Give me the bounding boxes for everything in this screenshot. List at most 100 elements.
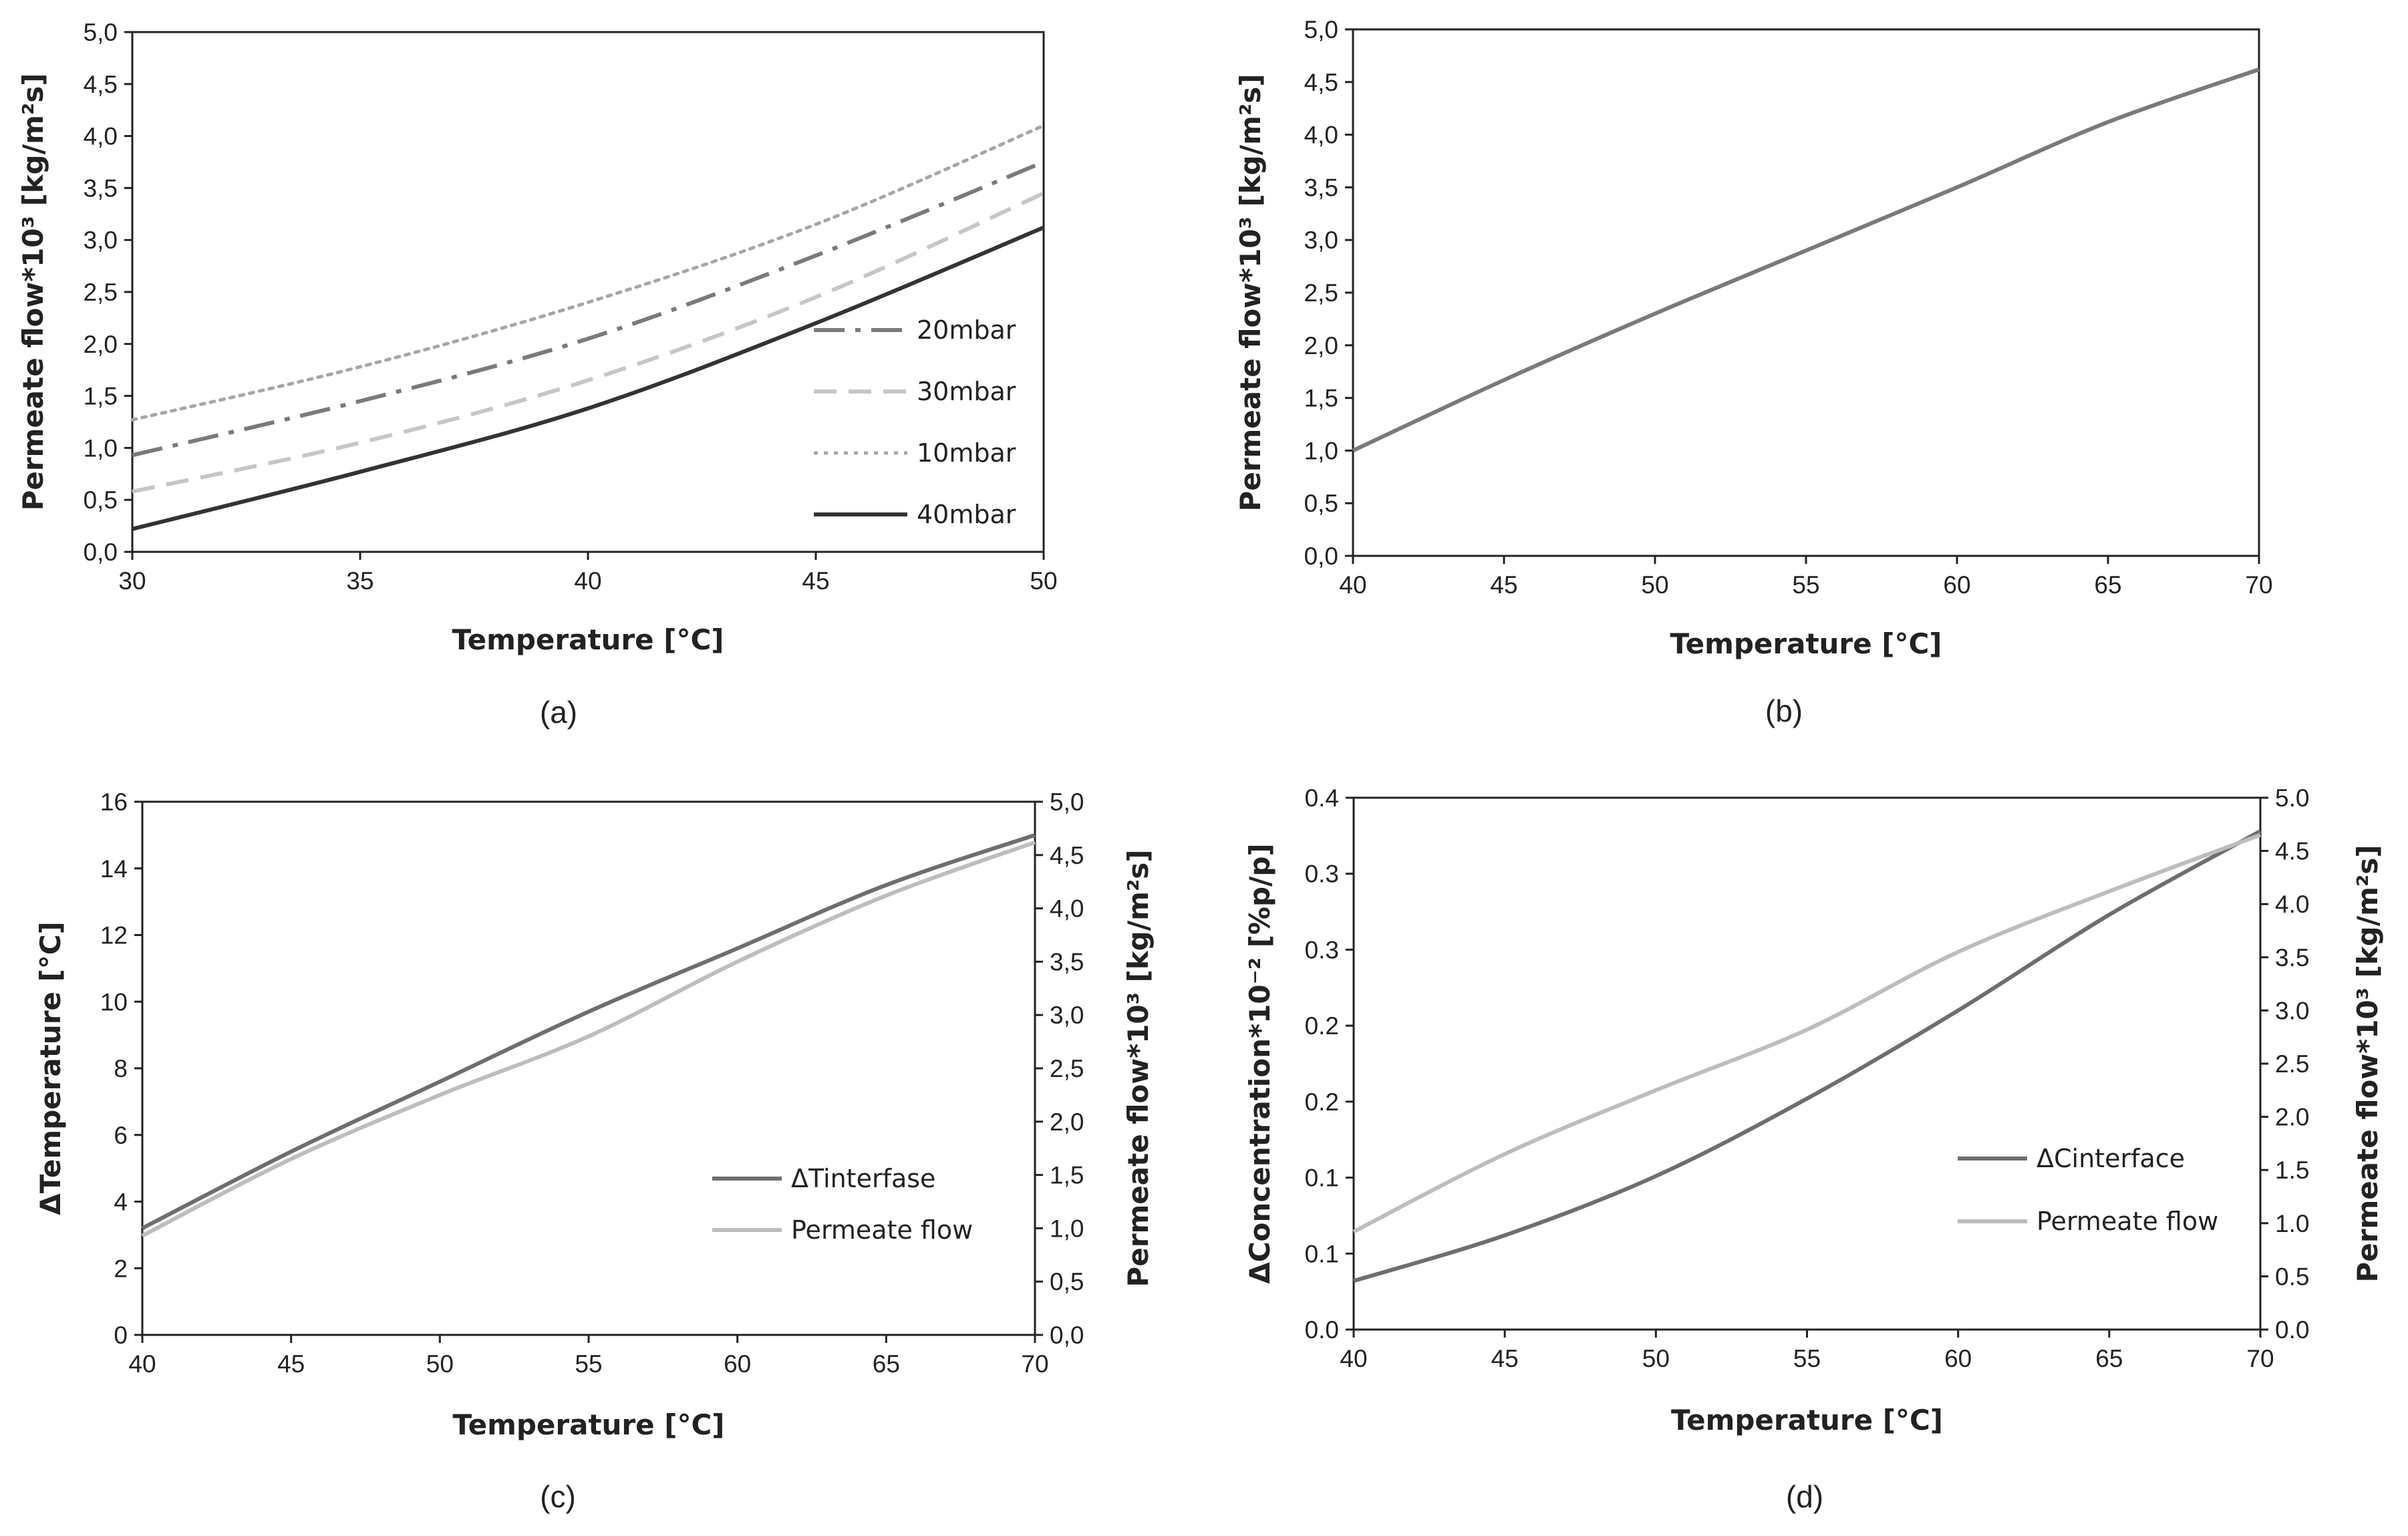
legend-label: 40mbar [917,500,1016,529]
x-tick-label: 55 [1792,571,1819,599]
chart-d: 40 45 50 55 60 65 700.00.10.10.20.20.30.30.40.… [1243,784,2384,1514]
legend-label: Permeate flow [791,1215,973,1245]
y-right-axis-title: Permeate flow*10³ [kg/m²s] [1122,850,1155,1287]
y-right-tick-label: 0,5 [1050,1268,1084,1295]
y-right-tick-label: 4.5 [2275,838,2309,865]
x-tick-label: 40 [1339,571,1366,599]
y-tick-label: 0.3 [1305,861,1339,888]
x-tick-label: 65 [873,1350,900,1378]
y-right-tick-label: 4.0 [2275,891,2309,918]
y-right-tick-label: 5.0 [2275,784,2309,812]
y-right-tick-label: 2,5 [1050,1055,1084,1082]
y-right-tick-label: 3,5 [1050,948,1084,975]
x-tick-label: 45 [1490,571,1517,599]
x-axis-title: Temperature [°C] [1671,1404,1943,1436]
x-tick-label: 70 [2245,571,2272,599]
x-tick-label: 40 [128,1350,156,1378]
series-line--tinterfase [141,833,1036,1231]
y-tick-label: 0.1 [1305,1240,1339,1267]
series-line--cinterface [1353,829,2262,1283]
y-tick-label: 0.0 [1305,1316,1339,1344]
legend-label: 30mbar [917,377,1016,406]
x-tick-label: 55 [1793,1345,1821,1372]
x-tick-label: 30 [118,567,146,595]
plot-frame [141,800,1036,1336]
y-right-axis-title: Permeate flow*10³ [kg/m²s] [2351,845,2384,1283]
y-right-tick-label: 4,0 [1050,895,1084,923]
y-tick-label: 6 [114,1122,128,1149]
y-right-tick-label: 2,0 [1050,1108,1084,1136]
x-tick-label: 50 [426,1350,454,1378]
y-right-tick-label: 3,0 [1050,1002,1084,1029]
y-tick-label: 4,0 [1304,122,1338,149]
y-right-tick-label: 2.5 [2275,1050,2309,1078]
series-line-10mbar [130,124,1046,422]
y-tick-label: 1,5 [1304,385,1338,412]
y-tick-label: 0.2 [1305,1088,1339,1116]
x-tick-label: 60 [1944,1345,1972,1372]
y-right-tick-label: 0.5 [2275,1263,2309,1290]
y-tick-label: 4 [114,1189,128,1216]
y-right-tick-label: 1,0 [1050,1215,1084,1242]
y-tick-label: 2,0 [84,331,118,358]
x-tick-label: 35 [346,567,373,595]
series-line-permeate-flow [1352,67,2260,453]
y-tick-label: 1,0 [84,434,118,462]
y-right-tick-label: 0,0 [1050,1322,1084,1349]
y-right-tick-label: 3.0 [2275,997,2309,1024]
y-tick-label: 0,5 [1304,490,1338,517]
y-tick-label: 0.2 [1305,1012,1339,1040]
y-tick-label: 2,5 [1304,279,1338,307]
y-tick-label: 0,0 [1304,543,1338,570]
x-tick-label: 50 [1030,567,1057,595]
y-tick-label: 0,5 [84,486,118,514]
y-right-tick-label: 4,5 [1050,842,1084,869]
legend-label: ΔCinterface [2037,1144,2185,1173]
x-tick-label: 40 [1340,1345,1367,1372]
y-tick-label: 4,5 [1304,69,1338,96]
y-tick-label: 8 [114,1055,128,1082]
y-tick-label: 2,0 [1304,332,1338,359]
y-tick-label: 3,5 [1304,174,1338,201]
plot-frame [1352,796,2262,1331]
x-tick-label: 70 [1021,1350,1048,1378]
y-axis-title: Permeate flow*10³ [kg/m²s] [1234,74,1267,512]
x-tick-label: 65 [2095,1345,2123,1372]
series-line-permeate-flow [1352,832,2262,1234]
y-tick-label: 4,5 [84,71,118,98]
y-tick-label: 1,0 [1304,437,1338,464]
y-right-tick-label: 2.0 [2275,1104,2309,1131]
y-tick-label: 2,5 [84,279,118,306]
x-tick-label: 60 [1943,571,1970,599]
y-axis-title: ΔConcentration*10⁻² [%p/p] [1243,843,1276,1283]
panel-caption: (c) [540,1479,576,1514]
y-right-tick-label: 3.5 [2275,944,2309,971]
legend-label: ΔTinterfase [791,1164,935,1193]
x-axis-title: Temperature [°C] [453,1408,725,1441]
legend-label: 20mbar [917,315,1016,345]
series-line-40mbar [132,225,1045,531]
y-tick-label: 2 [114,1255,128,1282]
x-axis-title: Temperature [°C] [452,623,724,656]
legend-label: 10mbar [917,438,1016,468]
y-right-tick-label: 1,5 [1050,1162,1084,1189]
y-tick-label: 5,0 [84,19,118,46]
y-right-tick-label: 0.0 [2275,1316,2309,1344]
y-tick-label: 0 [114,1322,128,1349]
plot-frame [1352,28,2260,557]
x-tick-label: 45 [1491,1345,1519,1372]
x-tick-label: 50 [1641,571,1668,599]
y-tick-label: 3,5 [84,174,118,202]
y-tick-label: 0.1 [1305,1165,1339,1192]
y-tick-label: 14 [100,855,128,883]
x-tick-label: 60 [724,1350,751,1378]
series-line-permeate-flow [141,840,1036,1238]
y-right-tick-label: 1.5 [2275,1157,2309,1184]
y-tick-label: 0.3 [1305,936,1339,963]
x-tick-label: 70 [2246,1345,2274,1372]
panel-caption: (d) [1786,1479,1823,1514]
x-tick-label: 45 [277,1350,305,1378]
chart-c: 40 45 50 55 60 65 70 0 2 4 6 8 10 12 14 16 0,0 0,5 1,0 1,5 2… [34,788,1155,1514]
y-tick-label: 16 [100,788,128,816]
